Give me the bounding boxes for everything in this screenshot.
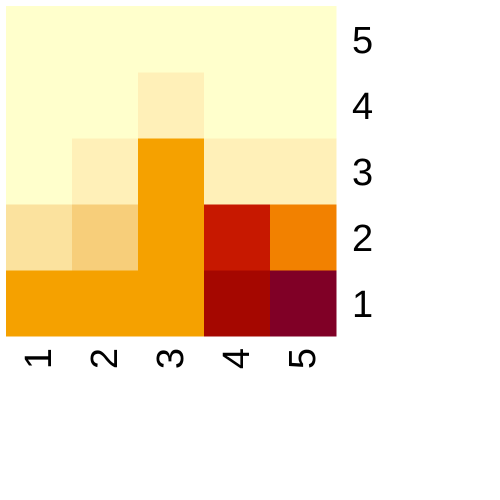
heatmap-cell-x5-y1 [270,270,337,337]
heatmap-cell-x2-y2 [72,204,139,271]
heatmap-cell-x3-y1 [138,270,205,337]
heatmap-cell-x2-y5 [72,6,139,73]
heatmap-cell-x3-y4 [138,72,205,139]
x-tick-label: 3 [150,348,192,369]
heatmap-cell-x2-y1 [72,270,139,337]
y-tick-label: 4 [352,86,373,128]
heatmap-cell-x1-y2 [6,204,73,271]
y-tick-label: 3 [352,152,373,194]
heatmap-cell-x1-y1 [6,270,73,337]
heatmap-cell-x1-y5 [6,6,73,73]
heatmap-cell-x1-y4 [6,72,73,139]
heatmap-cell-x4-y4 [204,72,271,139]
heatmap-cell-x5-y3 [270,138,337,205]
x-tick-label: 1 [18,348,60,369]
y-tick-label: 5 [352,20,373,62]
x-tick-label: 5 [282,348,324,369]
y-tick-label: 1 [352,284,373,326]
y-tick-label: 2 [352,218,373,260]
heatmap-cell-x2-y4 [72,72,139,139]
heatmap-cell-x4-y3 [204,138,271,205]
heatmap-cell-x5-y4 [270,72,337,139]
heatmap-cell-x4-y5 [204,6,271,73]
heatmap-cell-x1-y3 [6,138,73,205]
heatmap-cell-x4-y1 [204,270,271,337]
heatmap-cell-x5-y2 [270,204,337,271]
x-tick-label: 2 [84,348,126,369]
heatmap-cell-x2-y3 [72,138,139,205]
x-tick-label: 4 [216,348,258,369]
heatmap-cell-x5-y5 [270,6,337,73]
heatmap-cell-x4-y2 [204,204,271,271]
heatmap-cell-x3-y5 [138,6,205,73]
heatmap-cell-x3-y2 [138,204,205,271]
heatmap-cell-x3-y3 [138,138,205,205]
